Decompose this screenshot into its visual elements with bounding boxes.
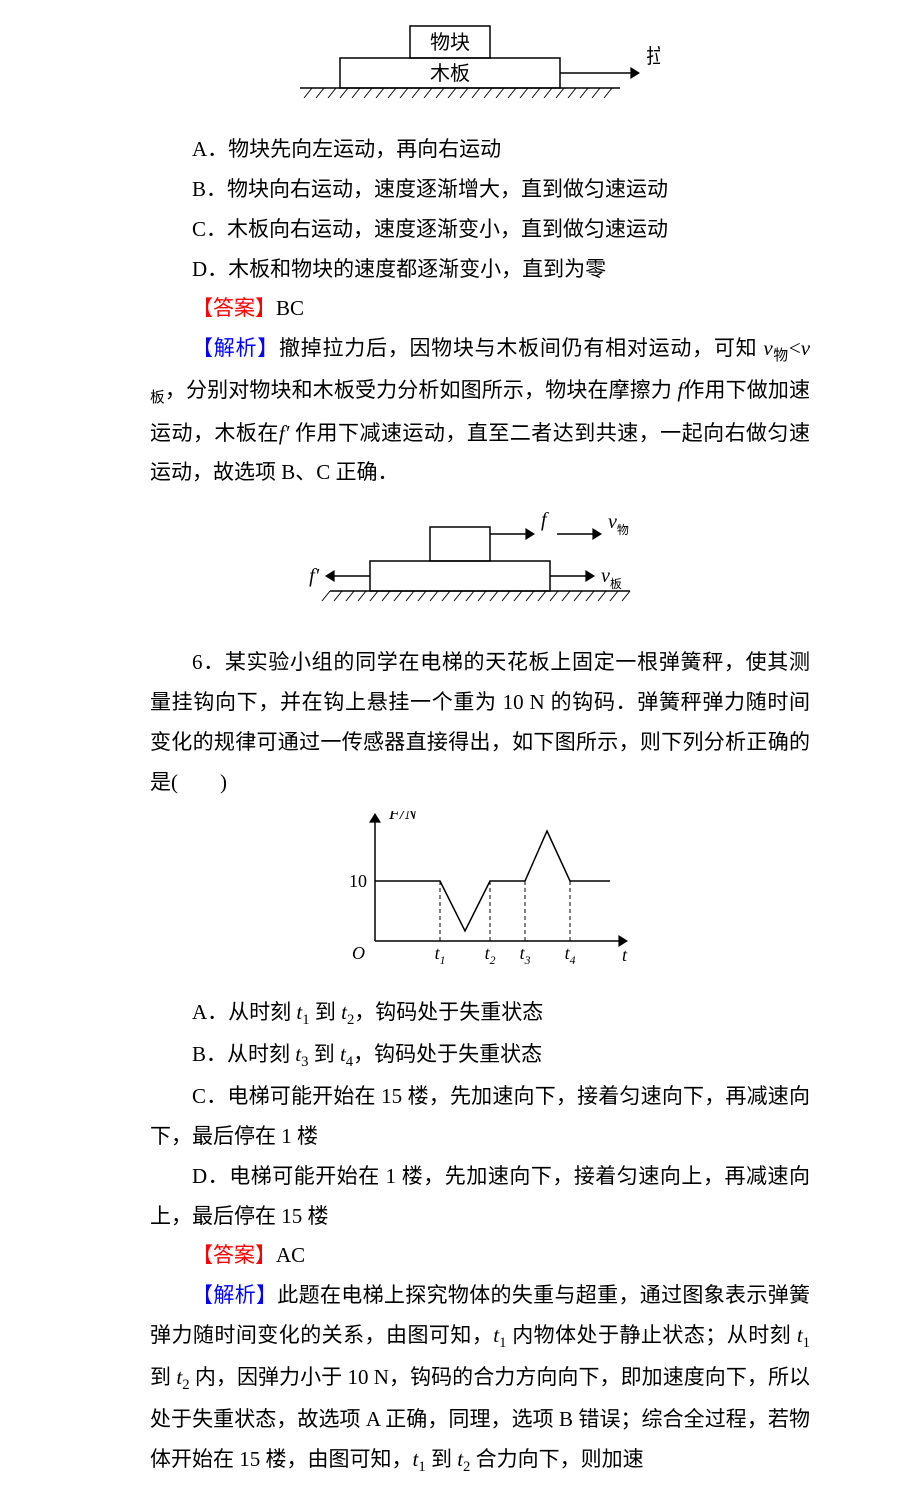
q5-diagram-block-on-board: 物块木板 拉力 (150, 18, 810, 122)
answer-value: BC (276, 296, 304, 320)
q6-option-b: B．从时刻 t3 到 t4，钩码处于失重状态 (150, 1035, 810, 1077)
q6-explanation: 【解析】此题在电梯上探究物体的失重与超重，通过图象表示弹簧弹力随时间变化的关系，… (150, 1276, 810, 1482)
q5-answer: 【答案】BC (150, 289, 810, 329)
answer-value: AC (276, 1243, 305, 1267)
q5-option-c: C．木板向右运动，速度逐渐变小，直到做匀速运动 (150, 210, 810, 250)
explain-label: 【解析】 (192, 1283, 277, 1307)
q6-option-d: D．电梯可能开始在 1 楼，先加速向下，接着匀速向上，再减速向上，最后停在 15… (150, 1157, 810, 1237)
answer-label: 【答案】 (192, 296, 276, 320)
svg-text:v物: v物 (608, 511, 629, 537)
svg-text:木板: 木板 (430, 62, 470, 85)
svg-text:t4: t4 (565, 943, 576, 967)
q6-stem: 6．某实验小组的同学在电梯的天花板上固定一根弹簧秤，使其测量挂钩向下，并在钩上悬… (150, 643, 810, 803)
svg-text:O: O (352, 943, 365, 963)
svg-text:t3: t3 (520, 943, 531, 967)
svg-text:t: t (622, 945, 628, 965)
svg-text:F/N: F/N (388, 811, 418, 823)
q5-option-b: B．物块向右运动，速度逐渐增大，直到做匀速运动 (150, 170, 810, 210)
svg-text:10: 10 (349, 871, 367, 891)
q5-force-diagram: f v物 f' v板 (150, 501, 810, 635)
svg-text:f': f' (309, 565, 320, 587)
q6-answer: 【答案】AC (150, 1236, 810, 1276)
svg-text:物块: 物块 (430, 31, 470, 54)
q6-option-c: C．电梯可能开始在 15 楼，先加速向下，接着匀速向下，再减速向下，最后停在 1… (150, 1077, 810, 1157)
answer-label: 【答案】 (192, 1243, 276, 1267)
svg-text:t1: t1 (435, 943, 446, 967)
svg-text:t2: t2 (485, 943, 496, 967)
q6-option-a: A．从时刻 t1 到 t2，钩码处于失重状态 (150, 993, 810, 1035)
svg-text:v板: v板 (601, 565, 622, 591)
q5-option-d: D．木板和物块的速度都逐渐变小，直到为零 (150, 250, 810, 290)
svg-text:f: f (541, 509, 549, 531)
q5-option-a: A．物块先向左运动，再向右运动 (150, 130, 810, 170)
explain-label: 【解析】 (192, 336, 279, 360)
q6-chart: F/N t O 10 t1 t2 t3 t4 (150, 811, 810, 985)
q5-explanation: 【解析】撤掉拉力后，因物块与木板间仍有相对运动，可知 v物<v板，分别对物块和木… (150, 329, 810, 493)
svg-text:拉力: 拉力 (646, 45, 660, 68)
